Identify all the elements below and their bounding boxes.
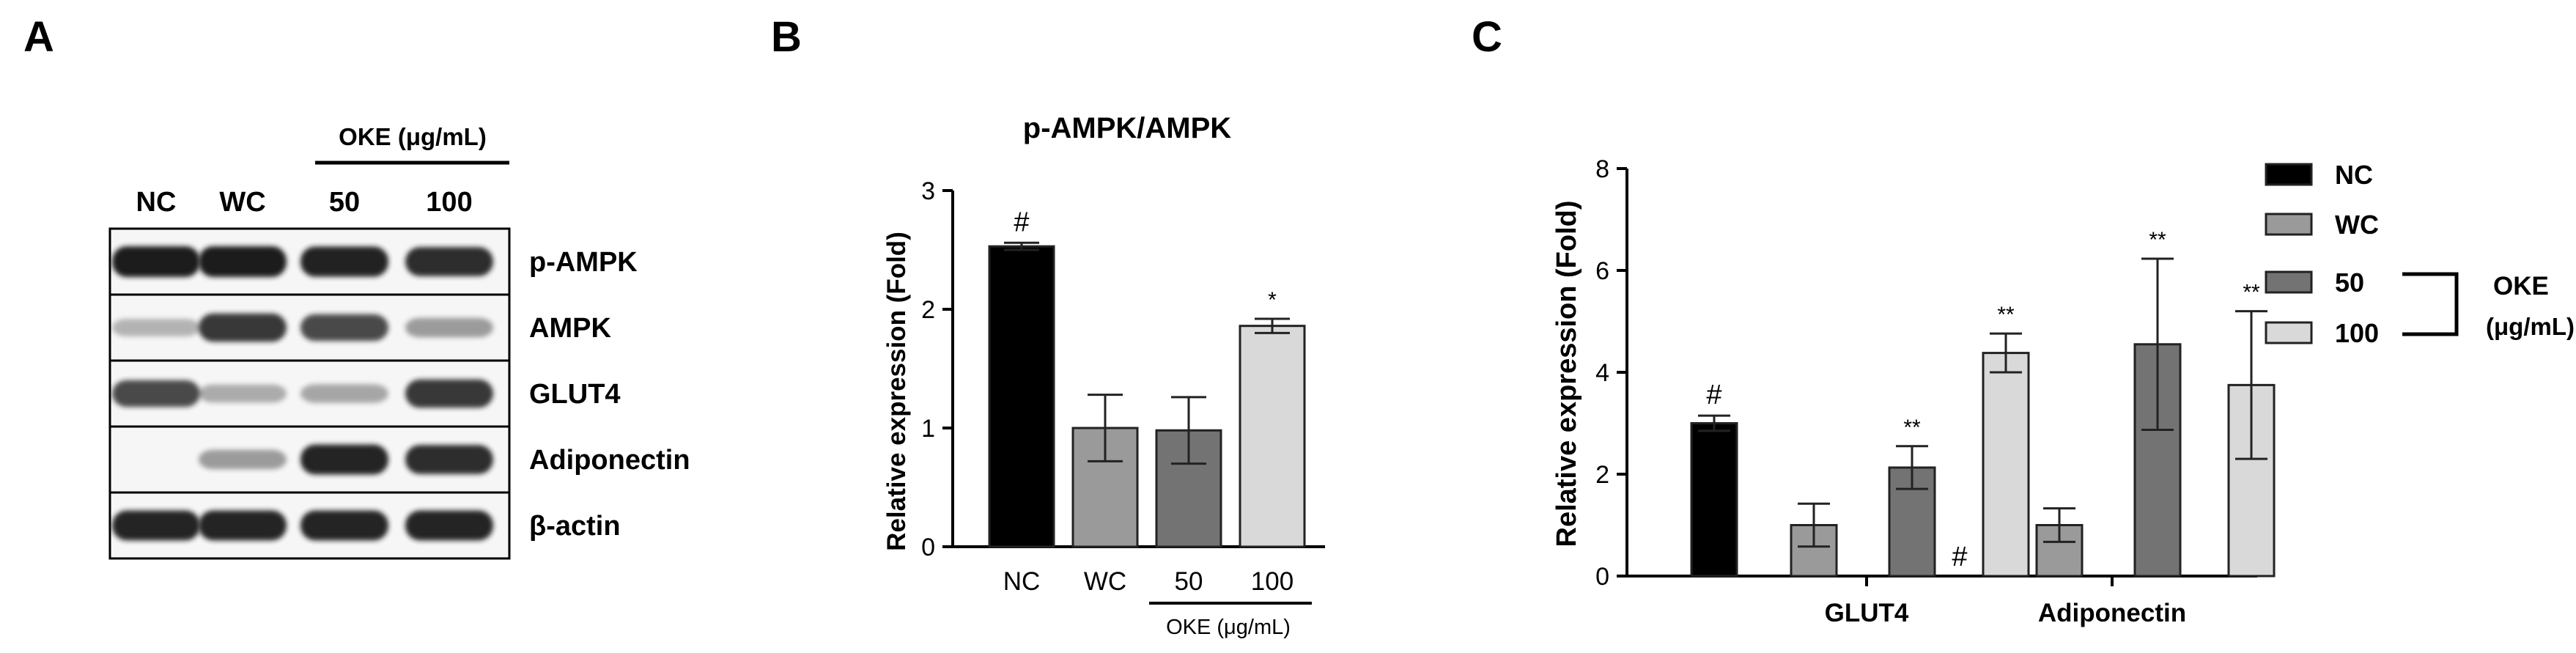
legend-group-label-line1: OKE [2493, 272, 2549, 300]
y-tick-label: 2 [1595, 461, 1609, 489]
significance-marker: * [1268, 288, 1277, 312]
significance-marker: ** [1903, 416, 1921, 440]
blot-band [405, 247, 493, 276]
chart-b-bracket-label: OKE (μg/mL) [1166, 616, 1291, 639]
blot-protein-label: p-AMPK [529, 247, 638, 278]
blot-band [199, 449, 287, 470]
blot-band [300, 314, 388, 342]
blot-band [405, 510, 493, 541]
chart-b-y-axis-label: Relative expression (Fold) [882, 232, 911, 551]
blot-lane-label: WC [219, 187, 265, 218]
chart-b-title: p-AMPK/AMPK [1023, 112, 1232, 144]
x-tick-label: WC [1084, 567, 1126, 596]
legend-label: 100 [2335, 318, 2379, 348]
blot-band [405, 445, 493, 474]
significance-marker: # [1706, 380, 1721, 410]
bar [1982, 352, 2030, 578]
legend-label: WC [2335, 210, 2379, 240]
y-tick-label: 0 [1595, 563, 1609, 591]
blot-band [300, 510, 388, 541]
significance-marker: # [1014, 207, 1029, 237]
chart-c: Relative expression (Fold) OKE (μg/mL) 0… [1551, 155, 2575, 627]
x-tick-label: GLUT4 [1825, 599, 1909, 627]
legend-label: NC [2335, 160, 2373, 190]
blot-lane-label: 100 [426, 187, 472, 218]
bar [988, 245, 1055, 548]
bar [1239, 325, 1306, 548]
blot-lane-label: 50 [329, 187, 360, 218]
western-blot: OKE (μg/mL) NC WC 50 100 p-AMPK AMPK GLUT4 Adi… [108, 123, 690, 560]
blot-band [112, 246, 200, 277]
x-tick-label: 100 [1251, 567, 1293, 596]
bar [1690, 422, 1738, 578]
blot-band [199, 313, 287, 342]
blot-protein-label: β-actin [529, 511, 621, 542]
legend-label: 50 [2335, 268, 2364, 298]
blot-band [405, 379, 493, 408]
blot-band [300, 444, 388, 475]
blot-band [300, 246, 388, 277]
y-tick-label: 2 [921, 296, 935, 324]
x-tick-label: Adiponectin [2038, 599, 2186, 627]
significance-marker: # [1952, 542, 1967, 572]
y-tick-label: 0 [921, 534, 935, 561]
legend-group-bracket [2402, 272, 2459, 336]
blot-band [405, 317, 493, 338]
blot-band [112, 380, 200, 407]
blot-protein-label: Adiponectin [529, 445, 690, 476]
significance-marker: ** [2149, 228, 2166, 252]
blot-band [199, 510, 287, 541]
y-tick-label: 3 [921, 177, 935, 205]
blot-band [300, 384, 388, 403]
y-tick-label: 6 [1595, 257, 1609, 285]
blot-band [199, 246, 287, 277]
legend-swatch [2265, 213, 2313, 236]
y-tick-label: 1 [921, 415, 935, 443]
blot-treatment-label: OKE (μg/mL) [339, 123, 487, 150]
significance-marker: ** [1997, 303, 2015, 327]
blot-band [112, 510, 200, 541]
blot-lane-label: NC [136, 187, 177, 218]
bar [2133, 343, 2182, 578]
blot-protein-label: AMPK [529, 313, 611, 344]
panel-letter-a: A [23, 13, 54, 61]
chart-c-y-axis-label: Relative expression (Fold) [1551, 200, 1582, 547]
blot-band [112, 319, 200, 336]
panel-letter-b: B [771, 13, 802, 61]
y-tick-label: 8 [1595, 155, 1609, 183]
x-tick-label: NC [1003, 567, 1041, 596]
bar [1790, 524, 1838, 578]
x-tick-label: 50 [1175, 567, 1203, 596]
panel-letter-c: C [1472, 13, 1502, 61]
chart-b: p-AMPK/AMPK Relative expression (Fold) O… [882, 112, 1325, 639]
legend-swatch [2265, 163, 2313, 186]
y-tick-label: 4 [1595, 359, 1609, 387]
blot-rows: p-AMPK AMPK GLUT4 Adiponectin β-actin [108, 227, 690, 560]
significance-marker: ** [2243, 281, 2260, 305]
blot-band [199, 384, 287, 403]
legend-swatch [2265, 270, 2313, 294]
legend-swatch [2265, 321, 2313, 344]
blot-protein-label: GLUT4 [529, 379, 621, 410]
legend-group-label-line2: (μg/mL) [2486, 313, 2575, 340]
blot-lane-labels: NC WC 50 100 [136, 187, 473, 218]
